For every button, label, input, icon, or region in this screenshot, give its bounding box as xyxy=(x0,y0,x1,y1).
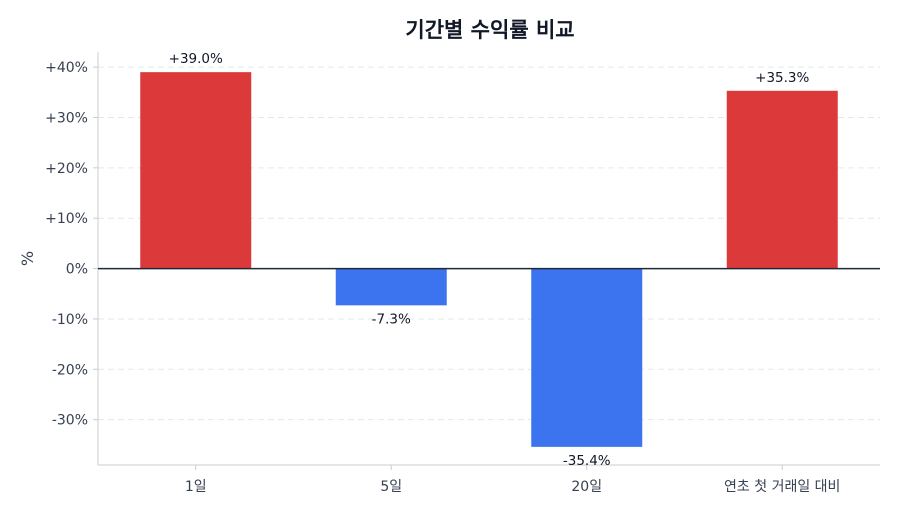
y-tick-label: -10% xyxy=(52,312,88,328)
data-label: +35.3% xyxy=(755,70,809,86)
y-tick-label: 0% xyxy=(66,262,88,278)
bar xyxy=(140,72,252,269)
data-label: +39.0% xyxy=(169,51,223,67)
y-tick-label: -20% xyxy=(52,362,88,378)
y-tick-label: +40% xyxy=(45,60,88,76)
data-label: -35.4% xyxy=(563,453,611,469)
y-tick-label: -30% xyxy=(52,413,88,429)
x-tick-label: 연초 첫 거래일 대비 xyxy=(724,479,840,495)
data-label: -7.3% xyxy=(372,311,411,327)
bar xyxy=(335,268,447,306)
x-tick-label: 20일 xyxy=(571,479,602,495)
y-tick-label: +30% xyxy=(45,110,88,126)
y-tick-label: +10% xyxy=(45,211,88,227)
y-axis-title: % xyxy=(18,251,37,266)
bar xyxy=(726,90,838,269)
bar xyxy=(531,268,643,447)
x-tick-label: 5일 xyxy=(380,479,402,495)
y-tick-label: +20% xyxy=(45,161,88,177)
chart-title: 기간별 수익률 비교 xyxy=(405,18,575,42)
x-tick-label: 1일 xyxy=(185,479,207,495)
